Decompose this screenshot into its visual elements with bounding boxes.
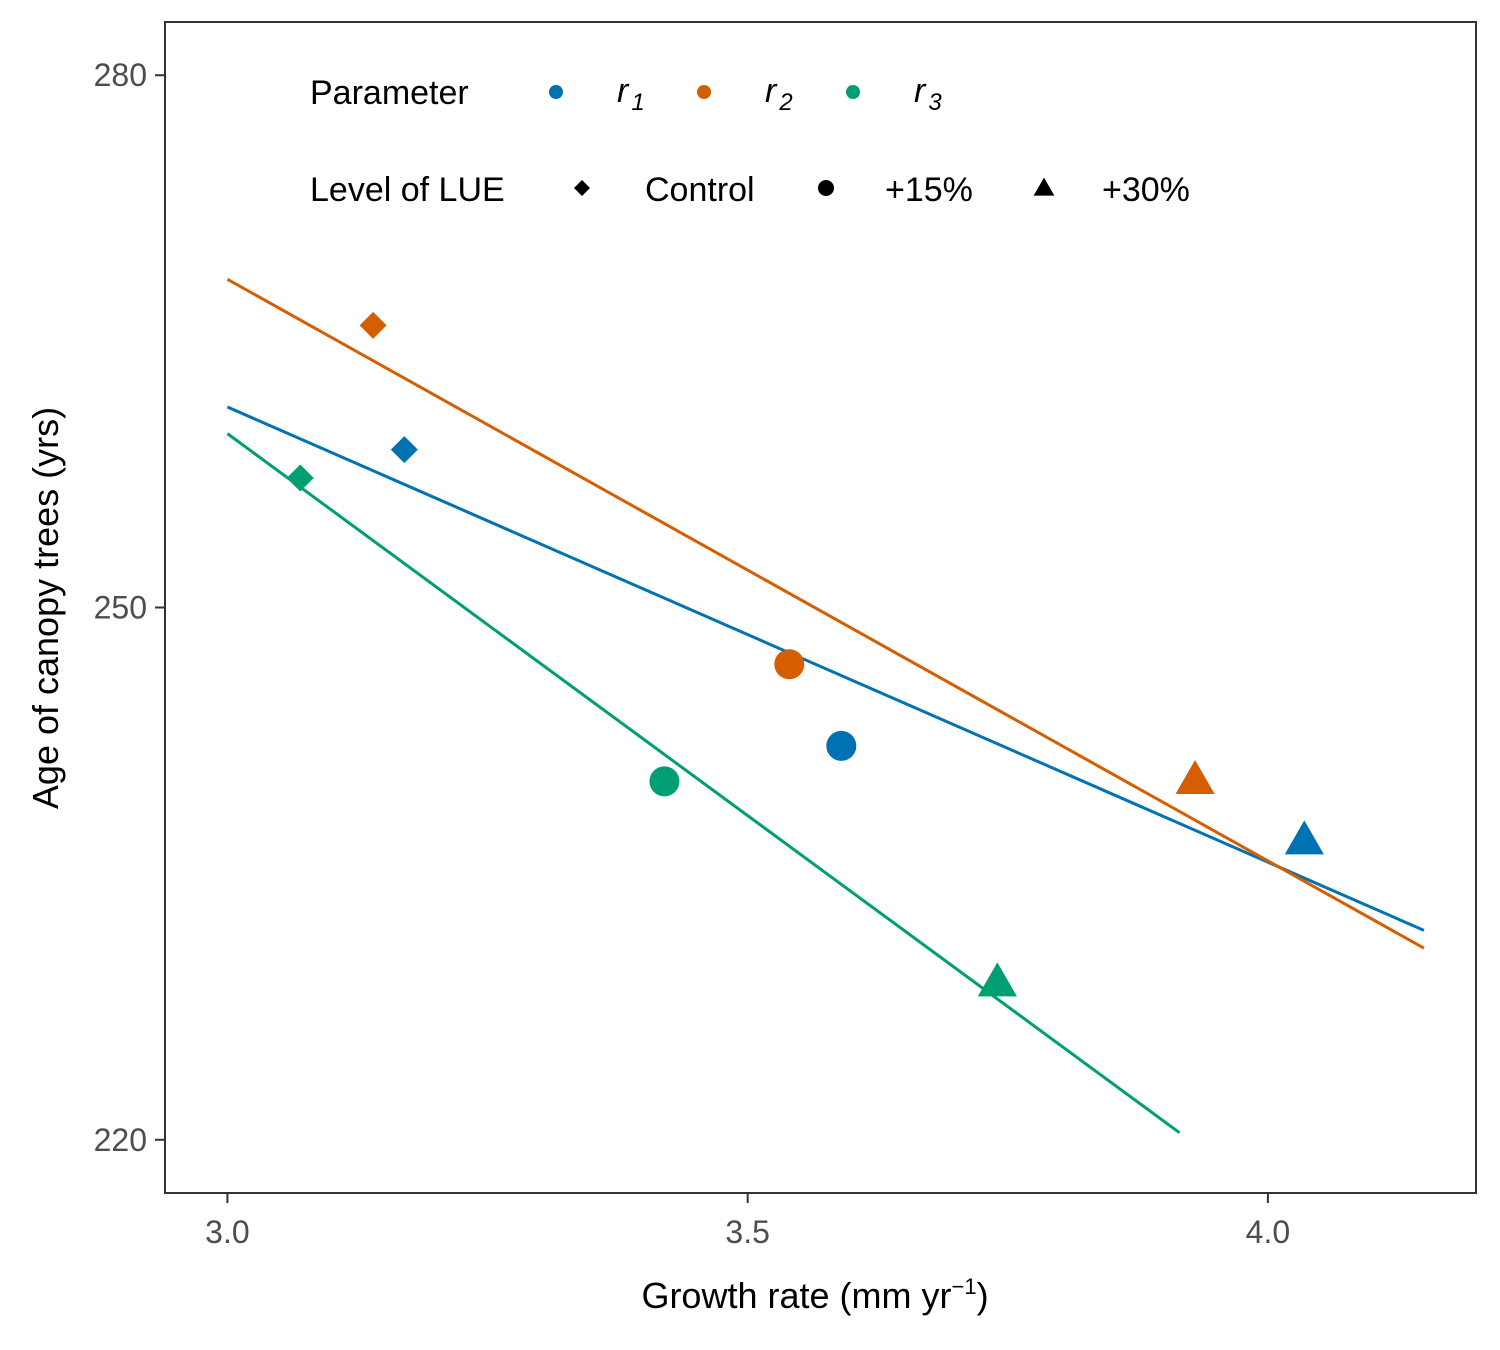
legend-label-level: +30% (1102, 171, 1190, 209)
legend-key-parameter (549, 85, 563, 99)
fit-line-r3 (226, 432, 1181, 1134)
legend-title-parameter: Parameter (310, 74, 469, 112)
x-axis-title: Growth rate (mm yr−1) (641, 1274, 988, 1316)
fit-line-r2 (226, 277, 1425, 950)
data-points (286, 311, 1324, 997)
legend-level-entries: Control +15% +30% (574, 171, 1190, 209)
data-point-r3 (649, 766, 680, 797)
y-tick-label: 250 (94, 590, 147, 626)
data-point-r3 (977, 962, 1017, 997)
fit-line-r1 (226, 405, 1425, 932)
x-tick-label: 4.0 (1246, 1214, 1290, 1250)
legend-label-level: +15% (885, 171, 973, 209)
legend-key-parameter (846, 85, 860, 99)
legend-key-parameter (697, 85, 711, 99)
data-point-r1 (826, 730, 857, 761)
legend-key-triangle-icon (1033, 177, 1055, 196)
data-point-r2 (774, 649, 805, 680)
data-point-r2 (359, 311, 387, 339)
y-axis-title: Age of canopy trees (yrs) (25, 407, 66, 809)
x-tick-label: 3.0 (205, 1214, 249, 1250)
legend-key-diamond-icon (574, 180, 590, 196)
legend-title-level: Level of LUE (310, 171, 505, 209)
data-point-r1 (390, 436, 418, 464)
data-point-r2 (1175, 760, 1215, 795)
legend-key-circle-icon (818, 180, 834, 196)
x-axis: 3.0 3.5 4.0 (205, 1193, 1290, 1250)
legend-label-level: Control (645, 171, 755, 209)
data-point-r1 (1284, 820, 1324, 855)
y-tick-label: 220 (94, 1122, 147, 1158)
x-tick-label: 3.5 (725, 1214, 769, 1250)
y-tick-label: 280 (94, 57, 147, 93)
fit-lines (226, 277, 1425, 1134)
plot-panel (164, 21, 1477, 1194)
y-axis: 220 250 280 (94, 57, 165, 1158)
data-point-r3 (286, 464, 314, 492)
